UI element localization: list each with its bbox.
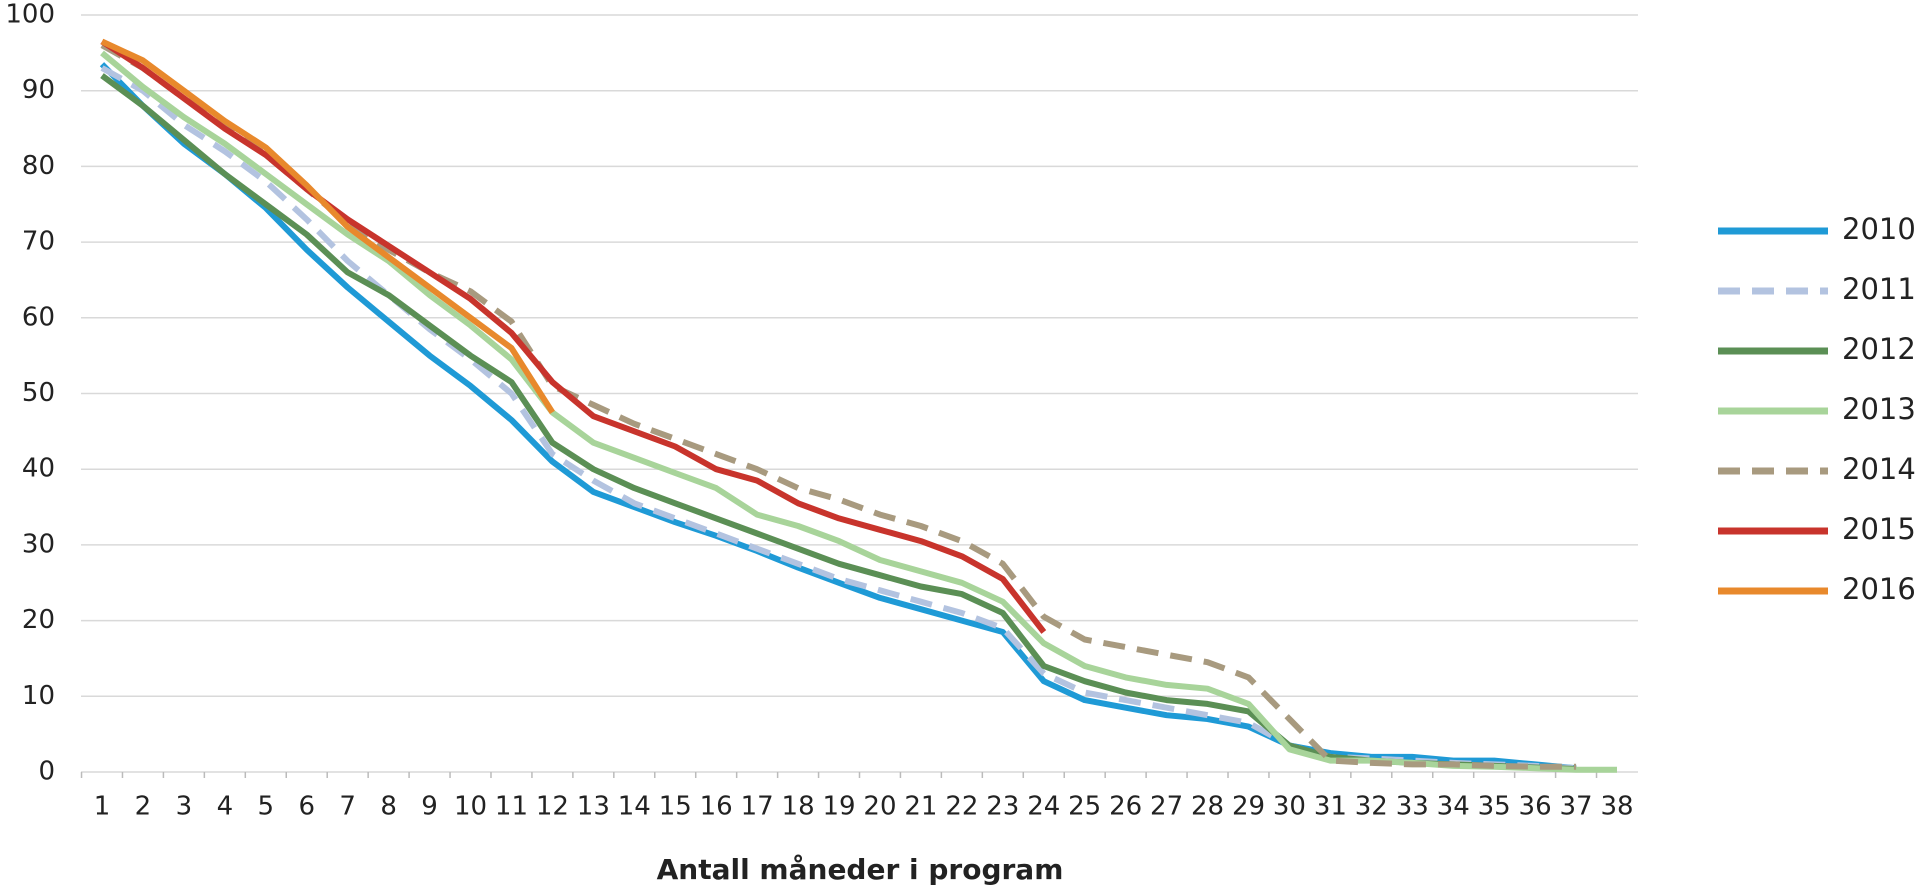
x-tick-label: 10 xyxy=(454,792,487,822)
x-tick-label: 5 xyxy=(258,792,275,822)
x-tick-label: 2 xyxy=(135,792,152,822)
x-tick-label: 32 xyxy=(1355,792,1388,822)
y-tick-label: 20 xyxy=(22,605,55,635)
y-tick-label: 10 xyxy=(22,681,55,711)
line-series xyxy=(100,38,1047,634)
y-tick-label: 50 xyxy=(22,378,55,408)
x-tick-label: 7 xyxy=(339,792,356,822)
y-tick-label: 40 xyxy=(22,454,55,484)
line-series xyxy=(100,73,1577,772)
x-tick-label: 6 xyxy=(298,792,315,822)
legend-label: 2013 xyxy=(1842,392,1916,426)
line-series xyxy=(100,65,1577,772)
x-tick-label: 26 xyxy=(1109,792,1142,822)
legend-label: 2016 xyxy=(1842,572,1916,606)
x-tick-label: 36 xyxy=(1519,792,1552,822)
x-tick-label: 9 xyxy=(421,792,438,822)
x-tick-label: 25 xyxy=(1068,792,1101,822)
x-tick-label: 8 xyxy=(380,792,397,822)
x-tick-label: 19 xyxy=(822,792,855,822)
legend-label: 2010 xyxy=(1842,212,1916,246)
y-tick-label: 60 xyxy=(22,302,55,332)
x-tick-label: 18 xyxy=(782,792,815,822)
x-axis-title: Antall måneder i program xyxy=(657,853,1064,886)
x-tick-label: 21 xyxy=(904,792,937,822)
x-tick-label: 23 xyxy=(986,792,1019,822)
line-series xyxy=(100,38,555,415)
y-tick-label: 30 xyxy=(22,529,55,559)
x-tick-label: 30 xyxy=(1273,792,1306,822)
x-tick-label: 13 xyxy=(577,792,610,822)
x-tick-label: 37 xyxy=(1560,792,1593,822)
x-tick-label: 31 xyxy=(1314,792,1347,822)
x-tick-label: 12 xyxy=(536,792,569,822)
x-tick-label: 16 xyxy=(700,792,733,822)
y-tick-label: 70 xyxy=(22,227,55,257)
x-tick-label: 3 xyxy=(176,792,193,822)
x-tick-label: 1 xyxy=(94,792,111,822)
x-tick-label: 28 xyxy=(1191,792,1224,822)
y-tick-label: 0 xyxy=(38,757,55,787)
line-series xyxy=(99,62,1577,772)
line-series xyxy=(100,42,1577,770)
y-tick-label: 100 xyxy=(5,0,55,30)
x-tick-label: 15 xyxy=(659,792,692,822)
x-tick-label: 24 xyxy=(1027,792,1060,822)
x-tick-label: 35 xyxy=(1478,792,1511,822)
legend-label: 2011 xyxy=(1842,272,1916,306)
legend-label: 2012 xyxy=(1842,332,1916,366)
y-tick-label: 90 xyxy=(22,75,55,105)
x-tick-label: 4 xyxy=(217,792,234,822)
x-tick-label: 14 xyxy=(618,792,651,822)
y-tick-label: 80 xyxy=(22,151,55,181)
x-tick-label: 20 xyxy=(863,792,896,822)
legend-label: 2014 xyxy=(1842,452,1916,486)
x-tick-label: 11 xyxy=(495,792,528,822)
x-tick-label: 34 xyxy=(1437,792,1470,822)
x-tick-label: 38 xyxy=(1600,792,1633,822)
legend-label: 2015 xyxy=(1842,512,1916,546)
x-tick-label: 29 xyxy=(1232,792,1265,822)
x-tick-label: 17 xyxy=(741,792,774,822)
x-tick-label: 22 xyxy=(945,792,978,822)
x-tick-label: 27 xyxy=(1150,792,1183,822)
line-series xyxy=(100,50,1617,773)
x-tick-label: 33 xyxy=(1396,792,1429,822)
